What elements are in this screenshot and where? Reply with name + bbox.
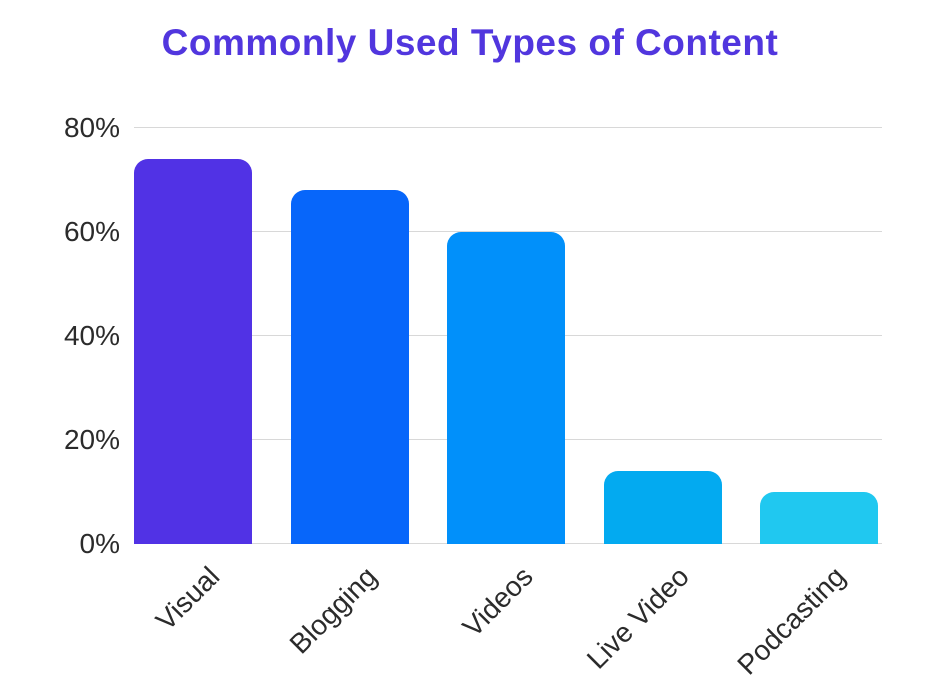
bar-visual: [134, 159, 252, 544]
gridline-80: [134, 127, 882, 128]
y-axis-tick-label-20: 20%: [63, 424, 120, 455]
x-axis-label-podcasting: Podcasting: [731, 560, 852, 681]
bar-blogging: [290, 190, 409, 544]
gridline-60: [134, 231, 882, 232]
y-axis-tick-label-0: 0%: [79, 528, 120, 559]
bar-chart-plot-area: 0% 20% 40% 60% 80% Visual Blogging Videos Live V…: [64, 100, 882, 681]
y-axis-tick-label-80: 80%: [63, 112, 120, 143]
bar-videos: [447, 232, 565, 544]
chart-title: Commonly Used Types of Content: [161, 22, 779, 63]
y-axis-tick-label-60: 60%: [63, 216, 120, 247]
x-axis-label-live-video: Live Video: [581, 560, 696, 675]
y-axis-tick-label-40: 40%: [63, 320, 120, 351]
bar-podcasting: [760, 492, 878, 544]
x-axis-label-videos: Videos: [456, 560, 539, 643]
x-axis-label-visual: Visual: [150, 560, 226, 637]
x-axis-label-blogging: Blogging: [283, 560, 383, 660]
bar-live-video: [603, 471, 722, 544]
